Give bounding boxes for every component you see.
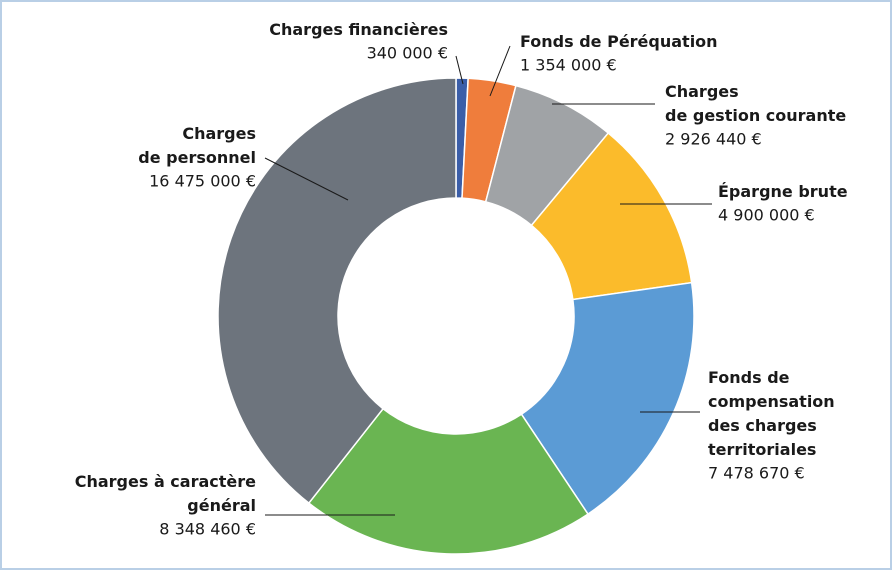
leader-line (455, 55, 464, 85)
value-label: 7 478 670 € (708, 464, 805, 483)
category-label: Charges de gestion courante (665, 82, 846, 125)
value-label: 16 475 000 € (149, 172, 256, 191)
leader-line (489, 45, 511, 97)
value-label: 1 354 000 € (520, 56, 617, 75)
donut-segment (217, 77, 457, 505)
leader-line (264, 157, 349, 201)
donut-segment (520, 281, 695, 516)
value-label: 8 348 460 € (159, 520, 256, 539)
category-label: Fonds de compensation des charges territori… (708, 368, 835, 459)
category-label: Charges de personnel (138, 124, 256, 167)
category-label: Charges à caractère général (75, 472, 256, 515)
category-label: Fonds de Péréquation (520, 32, 718, 51)
value-label: 4 900 000 € (718, 206, 815, 225)
donut-segment (307, 407, 590, 555)
value-label: 2 926 440 € (665, 130, 762, 149)
value-label: 340 000 € (367, 44, 448, 63)
category-label: Charges financières (269, 20, 448, 39)
category-label: Épargne brute (718, 182, 848, 201)
